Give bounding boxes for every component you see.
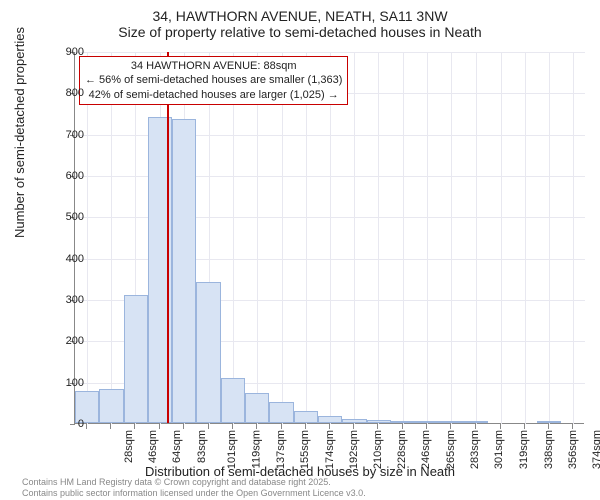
footer-attribution: Contains HM Land Registry data © Crown c… (22, 477, 366, 498)
gridline-v (403, 52, 404, 424)
annotation-line-1: 34 HAWTHORN AVENUE: 88sqm (85, 59, 342, 73)
gridline-v (451, 52, 452, 424)
annotation-box: 34 HAWTHORN AVENUE: 88sqm ← 56% of semi-… (79, 56, 348, 105)
gridline-v (525, 52, 526, 424)
xtick-label: 83sqm (196, 430, 208, 463)
ytick-label: 500 (44, 211, 84, 223)
footer-line-2: Contains public sector information licen… (22, 488, 366, 498)
footer-line-1: Contains HM Land Registry data © Crown c… (22, 477, 366, 487)
xtick-mark (305, 424, 306, 429)
gridline-v (282, 52, 283, 424)
xtick-mark (402, 424, 403, 429)
xtick-mark (572, 424, 573, 429)
histogram-bar (245, 393, 269, 423)
title-line-2: Size of property relative to semi-detach… (0, 24, 600, 40)
gridline-v (501, 52, 502, 424)
histogram-bar (318, 416, 342, 423)
xtick-mark (450, 424, 451, 429)
chart-area: 34 HAWTHORN AVENUE: 88sqm ← 56% of semi-… (74, 52, 584, 424)
histogram-bar (221, 378, 245, 423)
gridline-v (549, 52, 550, 424)
xtick-mark (159, 424, 160, 429)
histogram-bar (196, 282, 220, 423)
xtick-label: 119sqm (250, 430, 262, 468)
xtick-label: 28sqm (123, 430, 135, 463)
xtick-mark (475, 424, 476, 429)
plot-area (74, 52, 584, 424)
xtick-mark (232, 424, 233, 429)
histogram-bar (415, 421, 439, 423)
gridline-v (427, 52, 428, 424)
histogram-bar (537, 421, 561, 423)
gridline-v (111, 52, 112, 424)
histogram-bar (391, 421, 415, 423)
gridline-v (476, 52, 477, 424)
gridline-v (306, 52, 307, 424)
ytick-label: 100 (44, 377, 84, 389)
histogram-bar (269, 402, 293, 423)
ytick-label: 800 (44, 87, 84, 99)
xtick-mark (353, 424, 354, 429)
gridline-v (378, 52, 379, 424)
histogram-bar (342, 419, 366, 423)
gridline-v (87, 52, 88, 424)
xtick-label: 64sqm (171, 430, 183, 463)
gridline-v (330, 52, 331, 424)
title-block: 34, HAWTHORN AVENUE, NEATH, SA11 3NW Siz… (0, 0, 600, 40)
annotation-line-2: ← 56% of semi-detached houses are smalle… (85, 73, 342, 87)
xtick-mark (524, 424, 525, 429)
xtick-mark (208, 424, 209, 429)
histogram-bar (99, 389, 123, 423)
histogram-bar (124, 295, 148, 423)
ytick-label: 600 (44, 170, 84, 182)
xtick-mark (134, 424, 135, 429)
xtick-mark (548, 424, 549, 429)
ytick-label: 200 (44, 335, 84, 347)
xtick-mark (183, 424, 184, 429)
histogram-bar (294, 411, 318, 423)
xtick-mark (110, 424, 111, 429)
xtick-mark (86, 424, 87, 429)
ytick-label: 700 (44, 129, 84, 141)
annotation-line-3: 42% of semi-detached houses are larger (… (85, 88, 342, 102)
ytick-label: 0 (44, 418, 84, 430)
xtick-mark (281, 424, 282, 429)
gridline-v (257, 52, 258, 424)
xtick-mark (329, 424, 330, 429)
ytick-label: 900 (44, 46, 84, 58)
marker-line (167, 52, 169, 423)
chart-container: 34, HAWTHORN AVENUE, NEATH, SA11 3NW Siz… (0, 0, 600, 500)
histogram-bar (439, 421, 463, 423)
gridline-v (573, 52, 574, 424)
xtick-mark (377, 424, 378, 429)
xtick-mark (500, 424, 501, 429)
ytick-label: 400 (44, 253, 84, 265)
ytick-label: 300 (44, 294, 84, 306)
title-line-1: 34, HAWTHORN AVENUE, NEATH, SA11 3NW (0, 8, 600, 24)
histogram-bar (464, 421, 488, 423)
xtick-label: 46sqm (147, 430, 159, 463)
y-axis-label: Number of semi-detached properties (12, 27, 27, 238)
xtick-mark (256, 424, 257, 429)
histogram-bar (367, 420, 391, 423)
xtick-mark (426, 424, 427, 429)
histogram-bar (172, 119, 196, 423)
gridline-v (354, 52, 355, 424)
gridline-v (233, 52, 234, 424)
